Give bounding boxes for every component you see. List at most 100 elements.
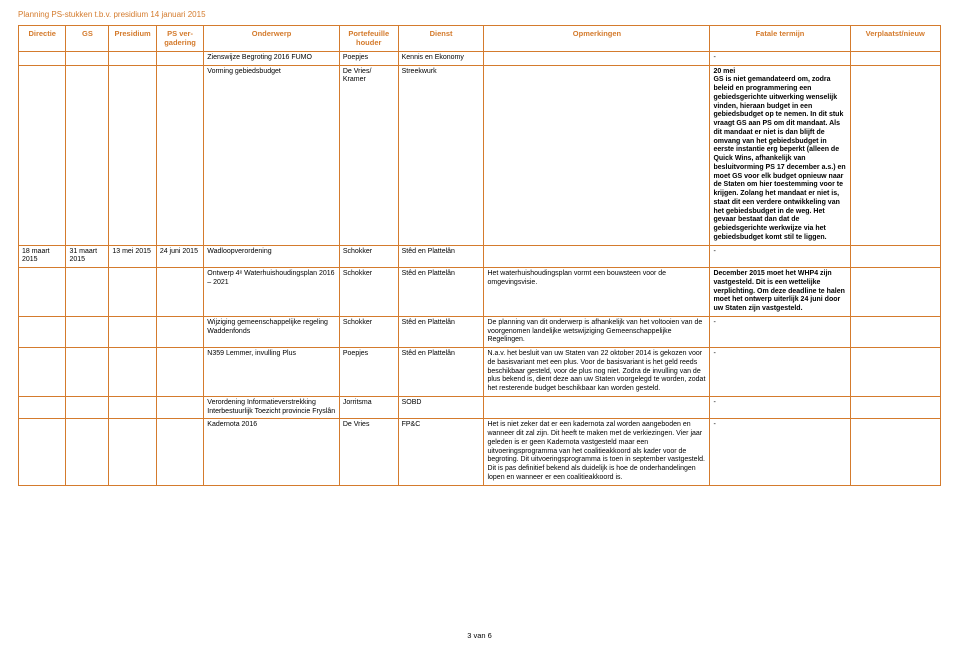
cell-opm: Het is niet zeker dat er een kadernota z… [484, 419, 710, 485]
col-header-dienst: Dienst [398, 26, 484, 52]
cell-opm: De planning van dit onderwerp is afhanke… [484, 316, 710, 347]
cell-psver [156, 51, 203, 65]
table-row: Ontwerp 4ᵉ Waterhuishoudingsplan 2016 – … [19, 268, 941, 317]
cell-portef: Schokker [339, 316, 398, 347]
cell-dienst: Stêd en Plattelân [398, 245, 484, 268]
cell-portef: Poepjes [339, 348, 398, 397]
cell-onderwerp: Verordening Informatieverstrekking Inter… [204, 396, 340, 419]
cell-dienst: Streekwurk [398, 65, 484, 245]
cell-onderwerp: Kadernota 2016 [204, 419, 340, 485]
cell-dienst: Stêd en Plattelân [398, 316, 484, 347]
cell-opm: Het waterhuishoudingsplan vormt een bouw… [484, 268, 710, 317]
col-header-directie: Directie [19, 26, 66, 52]
cell-verpl [850, 396, 940, 419]
cell-presidium [109, 51, 156, 65]
cell-directie [19, 268, 66, 317]
cell-psver [156, 348, 203, 397]
cell-psver: 24 juni 2015 [156, 245, 203, 268]
cell-fatale: - [710, 396, 850, 419]
cell-directie [19, 51, 66, 65]
col-header-portef: Portefeuille houder [339, 26, 398, 52]
cell-fatale: December 2015 moet het WHP4 zijn vastges… [710, 268, 850, 317]
planning-table: Directie GS Presidium PS ver-gadering On… [18, 25, 941, 486]
cell-gs: 31 maart 2015 [66, 245, 109, 268]
col-header-verpl: Verplaatst/nieuw [850, 26, 940, 52]
cell-portef: Schokker [339, 245, 398, 268]
table-row: Zienswijze Begroting 2016 FUMOPoepjesKen… [19, 51, 941, 65]
cell-verpl [850, 268, 940, 317]
cell-psver [156, 396, 203, 419]
cell-opm [484, 51, 710, 65]
cell-verpl [850, 419, 940, 485]
cell-portef: De Vries [339, 419, 398, 485]
cell-verpl [850, 245, 940, 268]
cell-psver [156, 65, 203, 245]
cell-psver [156, 268, 203, 317]
cell-dienst: FP&C [398, 419, 484, 485]
table-row: Verordening Informatieverstrekking Inter… [19, 396, 941, 419]
cell-verpl [850, 51, 940, 65]
cell-onderwerp: Wadloopverordening [204, 245, 340, 268]
col-header-opm: Opmerkingen [484, 26, 710, 52]
cell-fatale: 20 meiGS is niet gemandateerd om, zodra … [710, 65, 850, 245]
table-body: Zienswijze Begroting 2016 FUMOPoepjesKen… [19, 51, 941, 485]
cell-verpl [850, 348, 940, 397]
cell-presidium [109, 396, 156, 419]
table-row: 18 maart 201531 maart 201513 mei 201524 … [19, 245, 941, 268]
cell-portef: Jorritsma [339, 396, 398, 419]
table-row: Vorming gebiedsbudgetDe Vries/ KramerStr… [19, 65, 941, 245]
cell-directie [19, 65, 66, 245]
col-header-psver: PS ver-gadering [156, 26, 203, 52]
cell-gs [66, 51, 109, 65]
cell-fatale: - [710, 348, 850, 397]
cell-gs [66, 348, 109, 397]
cell-onderwerp: Zienswijze Begroting 2016 FUMO [204, 51, 340, 65]
cell-presidium [109, 316, 156, 347]
cell-opm [484, 65, 710, 245]
cell-directie: 18 maart 2015 [19, 245, 66, 268]
cell-presidium [109, 419, 156, 485]
cell-opm [484, 396, 710, 419]
cell-psver [156, 419, 203, 485]
cell-psver [156, 316, 203, 347]
cell-onderwerp: Ontwerp 4ᵉ Waterhuishoudingsplan 2016 – … [204, 268, 340, 317]
cell-onderwerp: N359 Lemmer, invulling Plus [204, 348, 340, 397]
col-header-onderwerp: Onderwerp [204, 26, 340, 52]
cell-directie [19, 348, 66, 397]
cell-onderwerp: Wijziging gemeenschappelijke regeling Wa… [204, 316, 340, 347]
cell-dienst: Stêd en Plattelân [398, 268, 484, 317]
cell-presidium: 13 mei 2015 [109, 245, 156, 268]
cell-dienst: Stêd en Plattelân [398, 348, 484, 397]
col-header-fatale: Fatale termijn [710, 26, 850, 52]
cell-onderwerp: Vorming gebiedsbudget [204, 65, 340, 245]
table-row: N359 Lemmer, invulling PlusPoepjesStêd e… [19, 348, 941, 397]
cell-opm: N.a.v. het besluit van uw Staten van 22 … [484, 348, 710, 397]
col-header-presidium: Presidium [109, 26, 156, 52]
cell-gs [66, 65, 109, 245]
cell-portef: Schokker [339, 268, 398, 317]
table-header-row: Directie GS Presidium PS ver-gadering On… [19, 26, 941, 52]
table-row: Wijziging gemeenschappelijke regeling Wa… [19, 316, 941, 347]
cell-directie [19, 396, 66, 419]
cell-portef: Poepjes [339, 51, 398, 65]
cell-presidium [109, 268, 156, 317]
cell-fatale: - [710, 245, 850, 268]
col-header-gs: GS [66, 26, 109, 52]
cell-presidium [109, 65, 156, 245]
page-number: 3 van 6 [467, 631, 492, 640]
cell-gs [66, 419, 109, 485]
cell-gs [66, 396, 109, 419]
cell-directie [19, 419, 66, 485]
cell-directie [19, 316, 66, 347]
cell-gs [66, 268, 109, 317]
cell-verpl [850, 65, 940, 245]
cell-fatale: - [710, 316, 850, 347]
cell-fatale: - [710, 419, 850, 485]
table-row: Kadernota 2016De VriesFP&CHet is niet ze… [19, 419, 941, 485]
cell-fatale: - [710, 51, 850, 65]
cell-gs [66, 316, 109, 347]
document-title: Planning PS-stukken t.b.v. presidium 14 … [18, 10, 941, 19]
cell-portef: De Vries/ Kramer [339, 65, 398, 245]
cell-opm [484, 245, 710, 268]
cell-dienst: Kennis en Ekonomy [398, 51, 484, 65]
